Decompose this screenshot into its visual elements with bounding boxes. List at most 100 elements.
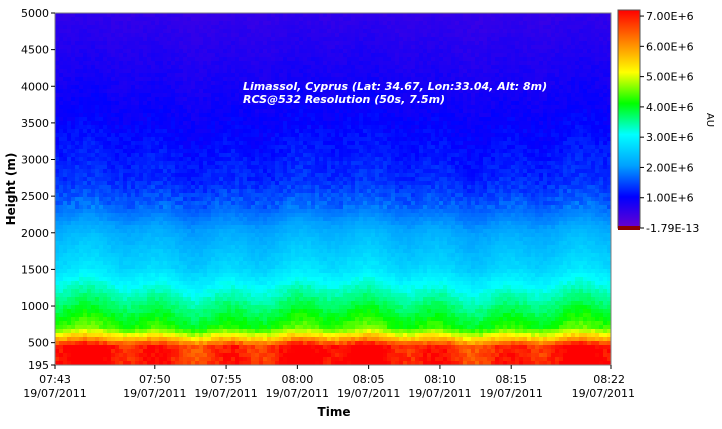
heatmap-cell [215,273,220,278]
heatmap-cell [275,97,280,102]
heatmap-cell [167,361,172,365]
heatmap-cell [219,129,224,134]
heatmap-cell [131,101,136,106]
heatmap-cell [195,145,200,150]
heatmap-cell [135,133,140,138]
heatmap-cell [195,213,200,218]
heatmap-cell [111,277,116,282]
heatmap-cell [59,125,64,130]
heatmap-cell [91,321,96,326]
heatmap-cell [247,141,252,146]
heatmap-cell [219,337,224,342]
heatmap-cell [275,121,280,126]
heatmap-cell [55,241,60,246]
heatmap-cell [211,29,216,34]
heatmap-cell [171,37,176,42]
heatmap-cell [279,137,284,142]
heatmap-cell [247,245,252,250]
heatmap-cell [175,193,180,198]
heatmap-cell [95,273,100,278]
heatmap-cell [207,249,212,254]
heatmap-cell [199,25,204,30]
heatmap-cell [219,85,224,90]
heatmap-cell [251,345,256,350]
heatmap-cell [71,153,76,158]
heatmap-cell [227,297,232,302]
heatmap-cell [251,13,256,18]
heatmap-cell [223,349,228,354]
heatmap-cell [59,133,64,138]
heatmap-cell [231,85,236,90]
heatmap-cell [159,269,164,274]
heatmap-cell [171,273,176,278]
heatmap-cell [111,321,116,326]
heatmap-cell [119,53,124,58]
heatmap-cell [167,345,172,350]
heatmap-cell [115,221,120,226]
heatmap-cell [223,277,228,282]
heatmap-cell [67,105,72,110]
heatmap-cell [239,345,244,350]
heatmap-cell [235,25,240,30]
heatmap-cell [215,101,220,106]
heatmap-cell [63,149,68,154]
heatmap-cell [263,97,268,102]
heatmap-cell [267,149,272,154]
heatmap-cell [255,45,260,50]
heatmap-cell [83,293,88,298]
heatmap-cell [187,149,192,154]
heatmap-cell [263,33,268,38]
heatmap-cell [123,33,128,38]
heatmap-cell [171,77,176,82]
heatmap-cell [255,357,260,362]
heatmap-cell [159,97,164,102]
heatmap-cell [247,21,252,26]
heatmap-cell [271,313,276,318]
heatmap-cell [155,17,160,22]
heatmap-cell [103,277,108,282]
heatmap-cell [259,129,264,134]
heatmap-cell [179,49,184,54]
heatmap-cell [175,281,180,286]
heatmap-cell [247,241,252,246]
heatmap-cell [147,313,152,318]
heatmap-cell [219,93,224,98]
heatmap-cell [83,65,88,70]
heatmap-cell [55,113,60,118]
heatmap-cell [219,333,224,338]
heatmap-cell [203,61,208,66]
heatmap-cell [231,157,236,162]
heatmap-cell [223,149,228,154]
heatmap-cell [255,105,260,110]
heatmap-cell [179,17,184,22]
heatmap-cell [143,205,148,210]
heatmap-cell [251,189,256,194]
heatmap-cell [247,25,252,30]
heatmap-cell [91,113,96,118]
heatmap-cell [63,13,68,18]
heatmap-cell [79,49,84,54]
heatmap-cell [259,261,264,266]
heatmap-cell [91,125,96,130]
heatmap-cell [191,225,196,230]
heatmap-cell [195,353,200,358]
heatmap-cell [207,341,212,346]
heatmap-cell [147,309,152,314]
heatmap-cell [275,105,280,110]
heatmap-cell [151,141,156,146]
heatmap-cell [95,313,100,318]
heatmap-cell [171,205,176,210]
heatmap-cell [175,229,180,234]
heatmap-cell [207,301,212,306]
heatmap-cell [171,113,176,118]
heatmap-cell [67,209,72,214]
heatmap-cell [255,341,260,346]
heatmap-cell [115,165,120,170]
heatmap-cell [159,89,164,94]
heatmap-cell [175,45,180,50]
heatmap-cell [71,249,76,254]
heatmap-cell [91,89,96,94]
heatmap-cell [247,277,252,282]
heatmap-cell [223,133,228,138]
heatmap-cell [207,241,212,246]
